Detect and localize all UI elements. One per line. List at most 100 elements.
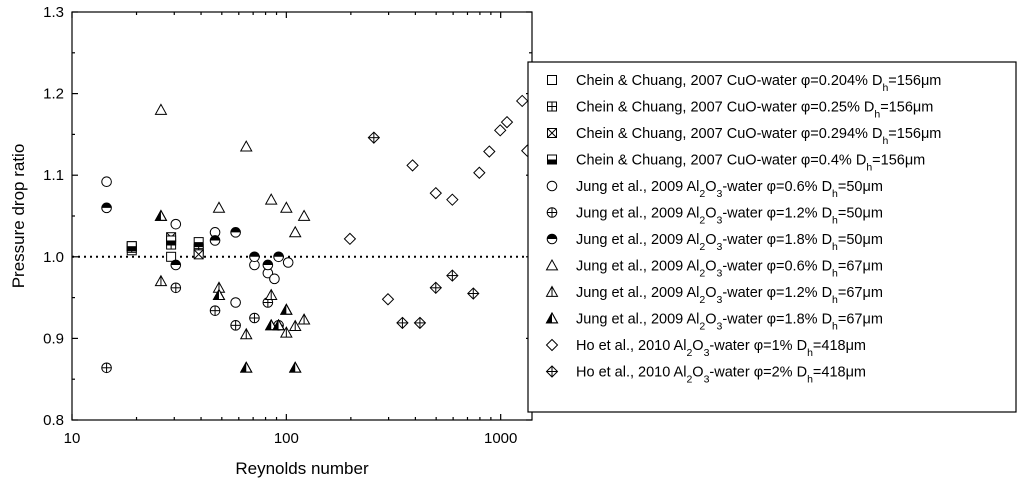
data-point-s5-p0	[101, 362, 112, 374]
legend-entry: Jung et al., 2009 Al2O3-water φ=0.6% Dh=…	[546, 179, 883, 200]
legend-marker	[546, 180, 558, 192]
data-point-s9-p5	[288, 361, 302, 373]
data-point-s8-p5	[288, 319, 302, 332]
data-point-s11-p3	[429, 281, 442, 295]
y-tick-label: 0.9	[43, 330, 64, 347]
legend-label: Ho et al., 2010 Al2O3-water φ=1% Dh=418μ…	[576, 338, 866, 359]
data-point-s7-p6	[297, 209, 311, 221]
data-point-s4-p1	[170, 218, 182, 230]
data-point-s7-p3	[264, 193, 278, 205]
legend-entry: Chein & Chuang, 2007 CuO-water φ=0.4% Dh…	[547, 153, 925, 174]
legend-entry: Ho et al., 2010 Al2O3-water φ=2% Dh=418μ…	[545, 365, 866, 386]
legend-label: Chein & Chuang, 2007 CuO-water φ=0.25% D…	[576, 100, 933, 121]
data-point-s10-p3	[429, 186, 442, 200]
data-point-s7-p4	[279, 201, 293, 213]
legend-label: Jung et al., 2009 Al2O3-water φ=1.8% Dh=…	[576, 232, 883, 253]
data-point-s0-p1	[166, 251, 177, 262]
data-point-s11-p4	[446, 269, 459, 282]
legend-entry: Chein & Chuang, 2007 CuO-water φ=0.25% D…	[547, 100, 933, 121]
data-point-s7-p5	[288, 225, 302, 238]
data-point-s10-p9	[515, 94, 529, 108]
legend-label: Jung et al., 2009 Al2O3-water φ=1.2% Dh=…	[576, 285, 883, 306]
data-point-s5-p5	[262, 297, 274, 308]
legend-marker	[545, 285, 559, 297]
data-point-s6-p3	[230, 227, 241, 238]
data-point-s11-p0	[367, 131, 381, 144]
data-point-s10-p6	[483, 145, 496, 158]
y-tick-label: 0.8	[43, 412, 64, 429]
y-tick-label: 1.3	[43, 4, 64, 21]
data-point-s9-p1	[212, 288, 226, 301]
data-point-s10-p0	[343, 232, 357, 246]
legend-label: Jung et al., 2009 Al2O3-water φ=0.6% Dh=…	[576, 179, 883, 200]
data-point-s10-p4	[446, 193, 459, 206]
data-point-s4-p0	[101, 176, 112, 188]
data-point-s4-p7	[282, 257, 294, 268]
legend-marker	[545, 258, 559, 271]
data-point-s9-p4	[279, 303, 293, 315]
tick-labels: 0.8 0.9 1.0 1.1 1.2 1.3 10 100 1000	[43, 4, 517, 447]
x-tick-label: 10	[64, 430, 81, 447]
data-point-s3-p0	[126, 241, 137, 252]
data-point-s7-p1	[212, 201, 226, 213]
legend-label: Chein & Chuang, 2007 CuO-water φ=0.294% …	[576, 126, 941, 147]
data-point-s11-p1	[396, 316, 409, 330]
y-tick-label: 1.1	[43, 167, 64, 184]
data-point-s6-p6	[273, 251, 284, 263]
legend-entry: Ho et al., 2010 Al2O3-water φ=1% Dh=418μ…	[545, 338, 866, 359]
data-point-s5-p4	[249, 312, 260, 324]
y-tick-label: 1.2	[43, 86, 64, 103]
legend-label: Ho et al., 2010 Al2O3-water φ=2% Dh=418μ…	[576, 365, 866, 386]
data-point-s10-p8	[500, 115, 514, 129]
data-point-s6-p0	[101, 202, 112, 214]
data-point-s6-p1	[170, 259, 182, 271]
legend-marker	[547, 101, 557, 112]
data-point-s11-p5	[467, 287, 480, 300]
legend-label: Chein & Chuang, 2007 CuO-water φ=0.4% Dh…	[576, 153, 925, 174]
y-axis-title: Pressure drop ratio	[9, 144, 28, 289]
data-point-s5-p3	[230, 320, 241, 331]
data-point-s7-p0	[154, 103, 168, 115]
legend-marker	[547, 128, 557, 138]
legend-label: Jung et al., 2009 Al2O3-water φ=1.8% Dh=…	[576, 312, 883, 333]
data-point-s8-p0	[154, 274, 168, 287]
legend: Chein & Chuang, 2007 CuO-water φ=0.204% …	[527, 61, 1017, 413]
legend-entry: Jung et al., 2009 Al2O3-water φ=1.8% Dh=…	[545, 311, 883, 333]
legend-entry: Jung et al., 2009 Al2O3-water φ=1.2% Dh=…	[546, 206, 883, 227]
legend-marker	[547, 75, 557, 85]
y-tick-label: 1.0	[43, 249, 64, 266]
data-point-s5-p2	[209, 305, 221, 316]
legend-label: Jung et al., 2009 Al2O3-water φ=0.6% Dh=…	[576, 259, 883, 280]
plot-area	[71, 11, 534, 421]
legend-entry: Jung et al., 2009 Al2O3-water φ=1.2% Dh=…	[545, 285, 883, 306]
legend-items: Chein & Chuang, 2007 CuO-water φ=0.204% …	[545, 73, 941, 386]
legend-marker	[546, 207, 558, 218]
data-point-s10-p2	[406, 159, 419, 172]
data-point-s8-p2	[239, 327, 253, 340]
legend-marker	[546, 233, 558, 245]
data-point-s11-p2	[413, 316, 427, 330]
data-point-s6-p4	[249, 251, 260, 263]
legend-label: Chein & Chuang, 2007 CuO-water φ=0.204% …	[576, 73, 941, 94]
data-point-s6-p2	[209, 235, 221, 246]
data-point-s2-p2	[193, 249, 204, 260]
data-point-s9-p6	[272, 318, 285, 331]
data-point-s10-p1	[381, 293, 395, 306]
x-tick-label: 100	[274, 430, 299, 447]
data-point-s5-p1	[170, 282, 182, 294]
legend-marker	[545, 365, 559, 378]
legend-marker	[545, 311, 559, 324]
legend-box	[527, 61, 1017, 413]
data-point-s8-p4	[279, 326, 293, 338]
data-point-s10-p7	[494, 124, 507, 137]
data-point-s7-p2	[239, 140, 253, 152]
data-point-s9-p2	[239, 361, 253, 373]
legend-entry: Jung et al., 2009 Al2O3-water φ=1.8% Dh=…	[546, 232, 883, 253]
legend-entry: Jung et al., 2009 Al2O3-water φ=0.6% Dh=…	[545, 258, 883, 280]
x-tick-label: 1000	[484, 430, 517, 447]
data-point-s4-p3	[230, 297, 241, 308]
data-point-s10-p5	[473, 166, 486, 179]
data-point-s9-p0	[154, 209, 168, 221]
legend-entry: Chein & Chuang, 2007 CuO-water φ=0.204% …	[547, 73, 941, 94]
